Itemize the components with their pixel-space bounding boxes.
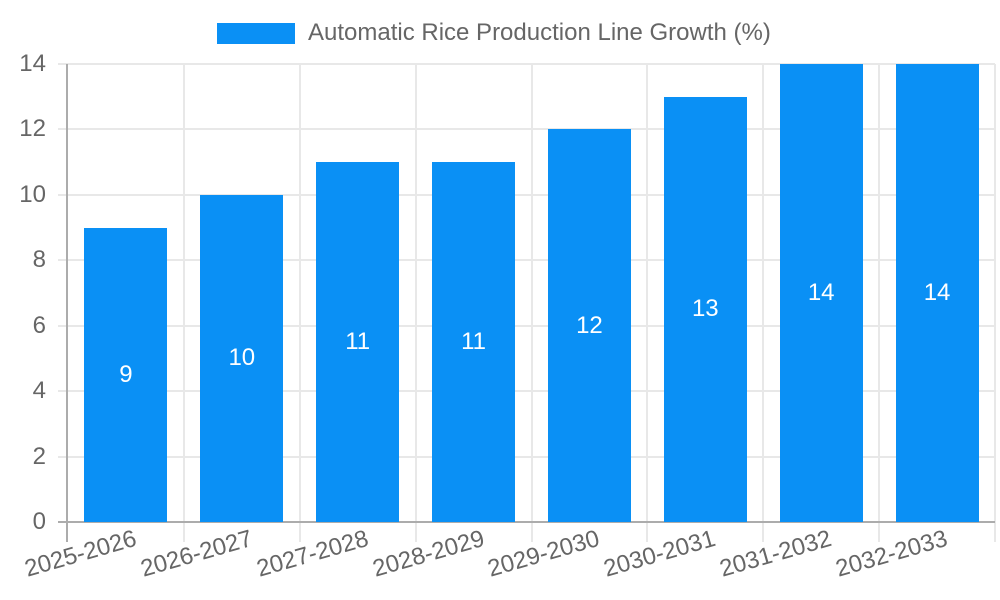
- gridline-vertical: [878, 64, 881, 522]
- y-tick-mark: [58, 63, 68, 65]
- y-axis-tick-label: 14: [19, 50, 46, 77]
- bar[interactable]: [663, 96, 747, 522]
- x-tick-mark: [878, 522, 881, 542]
- legend-label: Automatic Rice Production Line Growth (%…: [308, 19, 771, 46]
- y-axis-tick-label: 0: [32, 508, 46, 535]
- y-tick-mark: [58, 259, 68, 262]
- gridline-vertical: [530, 64, 533, 522]
- y-tick-mark: [58, 455, 68, 458]
- y-axis-tick-label: 6: [32, 311, 46, 339]
- legend-item[interactable]: Automatic Rice Production Line Growth (%…: [217, 16, 771, 50]
- y-axis-tick-label: 12: [19, 115, 46, 143]
- bar[interactable]: [316, 162, 400, 522]
- x-axis-line: [58, 521, 995, 523]
- y-axis-tick-label: 10: [19, 180, 46, 208]
- x-tick-mark: [414, 522, 417, 542]
- chart-legend: Automatic Rice Production Line Growth (%…: [217, 16, 771, 50]
- gridline-vertical: [646, 64, 649, 522]
- bar[interactable]: [200, 194, 284, 522]
- y-axis-tick-label: 4: [32, 377, 46, 405]
- y-axis-line: [66, 64, 68, 542]
- y-tick-mark: [58, 324, 68, 327]
- x-tick-mark: [646, 522, 649, 542]
- bar[interactable]: [84, 227, 168, 522]
- y-axis-tick-label: 2: [32, 442, 46, 470]
- y-tick-mark: [58, 390, 68, 393]
- y-axis-tick-label: 8: [32, 246, 46, 274]
- x-tick-mark: [994, 522, 996, 542]
- bar[interactable]: [779, 64, 863, 522]
- gridline-vertical: [762, 64, 765, 522]
- y-tick-mark: [58, 193, 68, 196]
- gridline-vertical: [182, 64, 185, 522]
- gridline-vertical: [414, 64, 417, 522]
- x-tick-mark: [182, 522, 185, 542]
- bar[interactable]: [547, 129, 631, 522]
- x-tick-mark: [530, 522, 533, 542]
- y-tick-mark: [58, 128, 68, 131]
- gridline-vertical: [298, 64, 301, 522]
- bar[interactable]: [432, 162, 516, 522]
- legend-swatch-icon: [217, 22, 295, 44]
- x-tick-mark: [298, 522, 301, 542]
- bar[interactable]: [895, 64, 979, 522]
- x-tick-mark: [762, 522, 765, 542]
- gridline-vertical: [994, 64, 996, 522]
